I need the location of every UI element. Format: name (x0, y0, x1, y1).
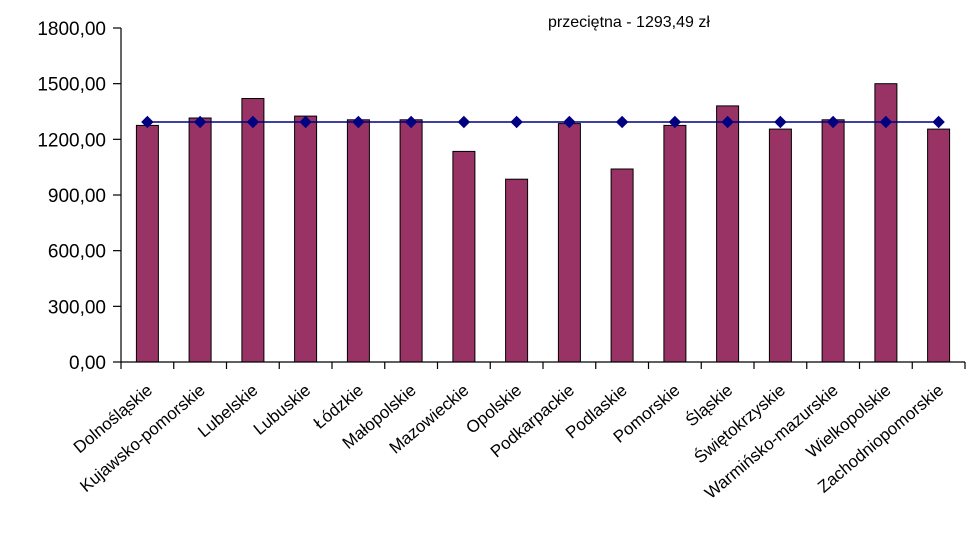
y-tick-label: 1500,00 (37, 75, 106, 96)
y-tick-label: 0,00 (69, 353, 106, 374)
y-tick-label: 600,00 (48, 242, 106, 263)
bars-group (135, 83, 951, 363)
y-tick-label: 1800,00 (37, 19, 106, 40)
y-tick-label: 300,00 (48, 297, 106, 318)
bar-4 (294, 115, 318, 363)
x-tick-label: Świętokrzyskie (691, 381, 789, 468)
average-marker (879, 115, 893, 129)
bar-12 (716, 105, 740, 363)
x-tick-label: Lubuskie (250, 381, 314, 439)
bar-16 (927, 128, 951, 363)
axes-group (113, 27, 966, 369)
average-marker (510, 115, 523, 129)
y-tick-label: 1200,00 (37, 130, 106, 151)
average-marker (404, 115, 418, 129)
bar-10 (610, 168, 634, 363)
average-marker (668, 115, 682, 129)
bar-6 (399, 119, 423, 363)
average-marker (299, 115, 312, 129)
average-line-group (141, 115, 945, 129)
average-marker (721, 115, 734, 129)
average-marker (826, 115, 840, 129)
average-marker (246, 115, 260, 129)
bar-5 (346, 119, 370, 363)
bar-2 (188, 117, 212, 363)
average-marker (774, 115, 787, 129)
bar-14 (821, 119, 845, 363)
average-note: przeciętna - 1293,49 zł (548, 14, 710, 31)
average-marker (563, 115, 576, 129)
x-tick-label: Lubelskie (194, 381, 261, 442)
average-marker (141, 115, 154, 129)
bar-8 (505, 178, 529, 363)
average-marker (615, 115, 629, 129)
bar-9 (557, 123, 581, 363)
average-marker (932, 115, 945, 129)
bar-7 (452, 150, 476, 363)
average-marker (193, 115, 207, 129)
labels-group: 0,00 300,00 600,00 900,00 1200,00 1500,00 1800… (37, 19, 947, 503)
average-marker (457, 115, 471, 129)
y-tick-label: 900,00 (48, 186, 106, 207)
average-marker (352, 115, 365, 129)
bar-11 (663, 124, 687, 363)
bar-3 (241, 98, 265, 363)
bar-1 (135, 124, 159, 363)
bar-13 (768, 128, 792, 363)
